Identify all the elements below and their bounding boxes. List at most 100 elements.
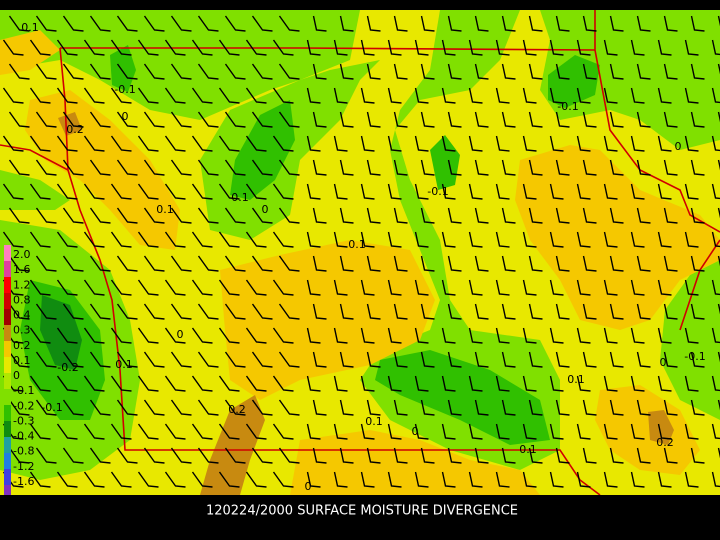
- wind-barb: [224, 159, 246, 176]
- wind-barb: [549, 327, 564, 344]
- wind-barb: [441, 231, 456, 248]
- wind-barb: [197, 63, 219, 80]
- wind-barb: [29, 87, 51, 104]
- contour-label: 0.1: [156, 203, 174, 216]
- wind-barb: [441, 471, 456, 488]
- legend-swatch: [4, 469, 11, 485]
- wind-barb: [8, 255, 30, 272]
- wind-barb: [164, 183, 186, 200]
- wind-barb: [366, 111, 381, 128]
- wind-barb: [170, 63, 192, 80]
- wind-barb: [83, 279, 105, 296]
- wind-barb: [663, 63, 678, 80]
- wind-barb: [609, 15, 624, 32]
- wind-barb: [333, 135, 348, 152]
- legend-label: -0.1: [13, 384, 34, 397]
- wind-barb: [306, 39, 321, 56]
- wind-barb: [393, 255, 408, 272]
- wind-barb: [609, 447, 624, 464]
- contour-label: 0.1: [567, 373, 585, 386]
- legend-label: 0.8: [13, 293, 31, 306]
- wind-barb: [83, 375, 105, 392]
- wind-barb: [387, 423, 402, 440]
- wind-barb: [251, 111, 273, 128]
- field: [0, 10, 720, 495]
- wind-barb: [306, 423, 321, 440]
- wind-barb: [609, 303, 624, 320]
- wind-barb: [56, 279, 78, 296]
- wind-barb: [522, 423, 537, 440]
- wind-barb: [528, 63, 543, 80]
- wind-barb: [549, 183, 564, 200]
- wind-barb: [414, 39, 429, 56]
- wind-barb: [143, 399, 165, 416]
- wind-barb: [56, 135, 78, 152]
- wind-barb: [522, 327, 537, 344]
- wind-barb: [191, 279, 213, 296]
- wind-barb: [657, 279, 672, 296]
- wind-barb: [306, 327, 321, 344]
- wind-barb: [83, 39, 105, 56]
- wind-barb: [522, 375, 537, 392]
- wind-barb: [657, 471, 672, 488]
- wind-barb: [272, 231, 294, 248]
- wind-barb: [251, 303, 273, 320]
- wind-barb: [495, 39, 510, 56]
- legend-swatch: [4, 373, 11, 389]
- wind-barb: [8, 399, 30, 416]
- wind-barb: [711, 87, 720, 104]
- wind-barb: [2, 135, 24, 152]
- wind-barb: [609, 255, 624, 272]
- legend-swatch: [4, 453, 11, 469]
- wind-barb: [630, 423, 645, 440]
- wind-barb: [272, 39, 294, 56]
- wind-barb: [711, 39, 720, 56]
- wind-barb: [218, 423, 240, 440]
- contour-label: 0: [122, 110, 129, 123]
- wind-barb: [690, 111, 705, 128]
- wind-barb: [663, 351, 678, 368]
- wind-barb: [528, 351, 543, 368]
- wind-barb: [474, 111, 489, 128]
- wind-barb: [8, 111, 30, 128]
- wind-barb: [8, 15, 30, 32]
- wind-barb: [528, 399, 543, 416]
- wind-barb: [501, 447, 516, 464]
- wind-barb: [170, 255, 192, 272]
- wind-barb: [110, 135, 132, 152]
- wind-barb: [197, 303, 219, 320]
- legend-label: -0.4: [13, 430, 34, 443]
- contour-label: -0.2: [57, 361, 78, 374]
- wind-barb: [684, 423, 699, 440]
- wind-barb: [528, 207, 543, 224]
- caption: 120224/2000 SURFACE MOISTURE DIVERGENCE: [206, 504, 518, 519]
- wind-barb: [278, 15, 300, 32]
- wind-barb: [447, 255, 462, 272]
- legend-swatch: [4, 421, 11, 437]
- legend-label: 2.0: [13, 248, 31, 261]
- wind-barb: [116, 351, 138, 368]
- wind-barb: [420, 447, 435, 464]
- wind-barb: [582, 399, 597, 416]
- wind-barb: [387, 183, 402, 200]
- wind-barb: [251, 447, 273, 464]
- wind-barb: [609, 111, 624, 128]
- wind-barb: [663, 159, 678, 176]
- wind-barb: [630, 135, 645, 152]
- wind-barb: [447, 207, 462, 224]
- wind-barb: [339, 15, 354, 32]
- wind-barb: [636, 399, 651, 416]
- wind-barb: [197, 351, 219, 368]
- wind-barb: [690, 351, 705, 368]
- wind-barb: [137, 39, 159, 56]
- wind-barb: [630, 279, 645, 296]
- wind-barb: [89, 399, 111, 416]
- state-borders: [0, 10, 720, 496]
- wind-barb: [110, 39, 132, 56]
- wind-barb: [170, 159, 192, 176]
- wind-barb: [2, 183, 24, 200]
- wind-barb: [495, 471, 510, 488]
- wind-barb: [278, 351, 300, 368]
- wind-barb: [447, 303, 462, 320]
- wind-barb: [312, 63, 327, 80]
